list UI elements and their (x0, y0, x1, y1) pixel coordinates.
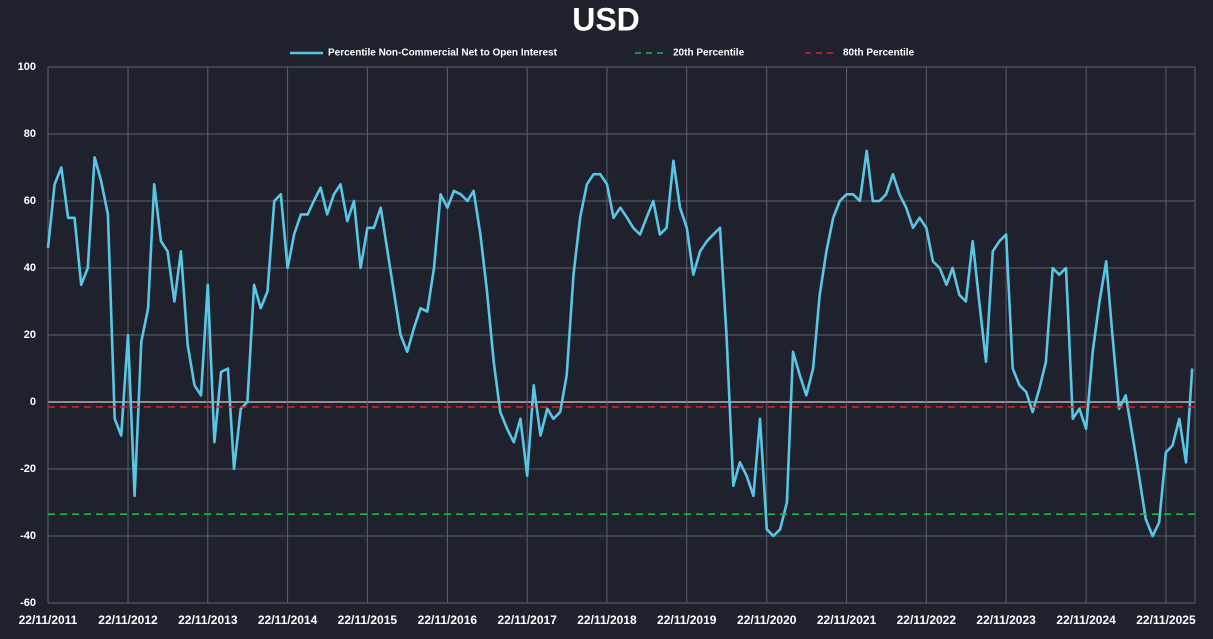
y-tick-label: -20 (20, 463, 36, 475)
data-line (46, 149, 1194, 538)
y-tick-label: 100 (18, 61, 36, 73)
x-tick-label: 22/11/2022 (897, 613, 957, 627)
x-tick-label: 22/11/2017 (497, 613, 557, 627)
x-tick-label: 22/11/2013 (178, 613, 238, 627)
y-tick-label: -60 (20, 597, 36, 609)
x-tick-label: 22/11/2021 (817, 613, 877, 627)
x-tick-label: 22/11/2025 (1136, 613, 1196, 627)
y-tick-label: 60 (24, 195, 36, 207)
y-tick-label: -40 (20, 530, 36, 542)
chart-title: USD (572, 1, 640, 37)
x-tick-label: 22/11/2014 (258, 613, 318, 627)
x-tick-label: 22/11/2024 (1056, 613, 1116, 627)
legend-label: Percentile Non-Commercial Net to Open In… (328, 48, 558, 59)
x-tick-label: 22/11/2019 (657, 613, 717, 627)
legend-label: 20th Percentile (673, 48, 745, 59)
y-tick-label: 0 (30, 396, 36, 408)
x-tick-label: 22/11/2023 (976, 613, 1036, 627)
x-tick-label: 22/11/2020 (737, 613, 797, 627)
y-tick-label: 40 (24, 262, 36, 274)
x-tick-label: 22/11/2016 (418, 613, 478, 627)
x-tick-label: 22/11/2012 (98, 613, 158, 627)
x-tick-label: 22/11/2015 (338, 613, 398, 627)
y-tick-label: 80 (24, 128, 36, 140)
legend-label: 80th Percentile (843, 48, 915, 59)
x-tick-label: 22/11/2018 (577, 613, 637, 627)
x-tick-label: 22/11/2011 (19, 613, 78, 627)
y-tick-label: 20 (24, 329, 36, 341)
